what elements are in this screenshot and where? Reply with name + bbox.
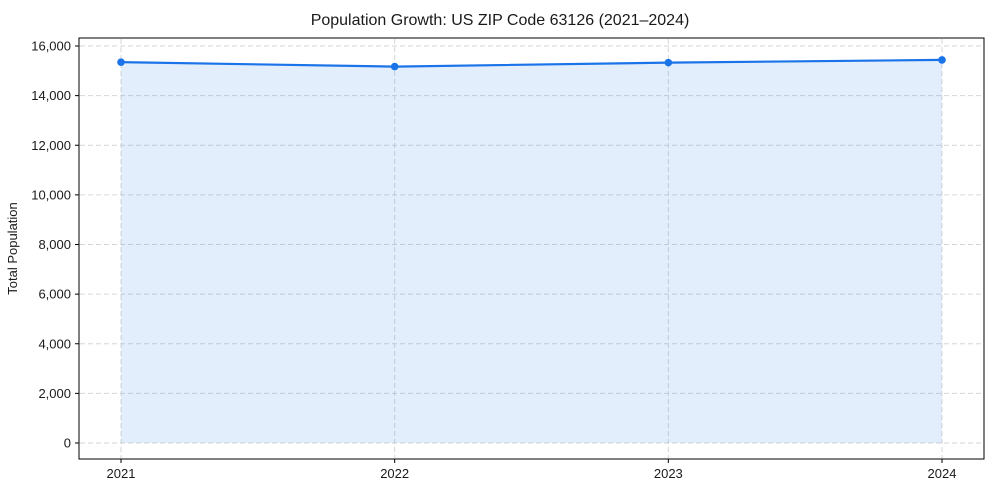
y-tick-label: 16,000 xyxy=(31,39,71,54)
y-tick-label: 0 xyxy=(64,436,71,451)
y-tick-label: 6,000 xyxy=(38,287,71,302)
y-tick-label: 2,000 xyxy=(38,386,71,401)
x-tick-label: 2024 xyxy=(928,466,957,481)
data-point xyxy=(664,58,673,67)
y-tick-label: 14,000 xyxy=(31,88,71,103)
area-fill xyxy=(121,59,942,444)
data-point xyxy=(938,56,946,64)
y-axis-label: Total Population xyxy=(5,202,20,295)
axis-frame xyxy=(78,37,985,460)
y-tick-label: 10,000 xyxy=(31,187,71,202)
data-line xyxy=(120,58,943,68)
x-tick-label: 2022 xyxy=(380,466,409,481)
x-tick-label: 2021 xyxy=(107,466,136,481)
y-tick-label: 12,000 xyxy=(31,138,71,153)
chart-title: Population Growth: US ZIP Code 63126 (20… xyxy=(310,12,690,29)
y-tick-label: 4,000 xyxy=(38,336,71,351)
x-tick-label: 2023 xyxy=(654,466,683,481)
data-point xyxy=(117,58,125,66)
y-tick-label: 8,000 xyxy=(38,237,71,252)
data-point xyxy=(390,62,399,71)
